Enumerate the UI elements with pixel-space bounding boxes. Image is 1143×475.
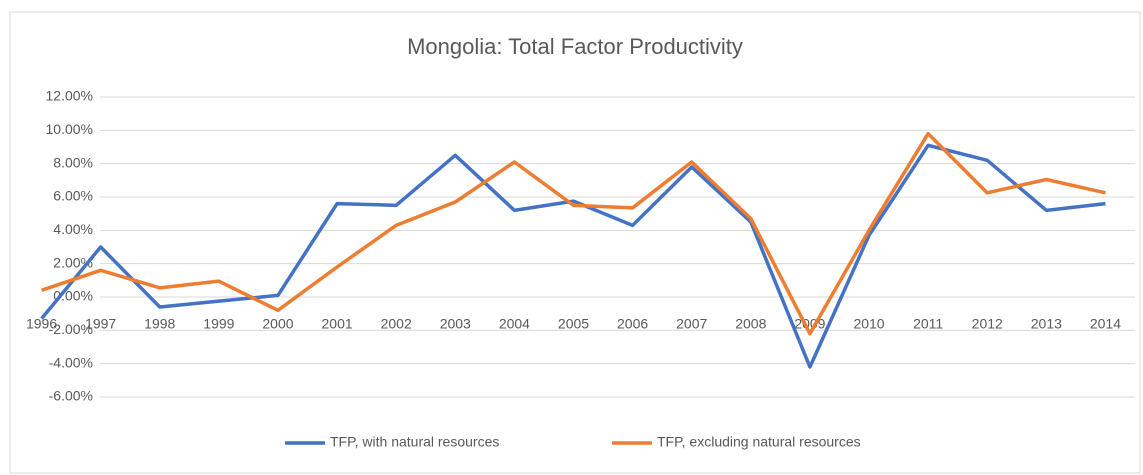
y-tick-label: 4.00%	[53, 221, 93, 237]
x-tick-label: 2002	[381, 316, 412, 332]
y-tick-label: -4.00%	[49, 354, 93, 370]
x-tick-label: 2005	[558, 316, 589, 332]
x-tick-label: 2001	[322, 316, 353, 332]
x-tick-label: 2013	[1031, 316, 1062, 332]
series-line	[40, 131, 1106, 336]
x-tick-label: 2008	[735, 316, 766, 332]
x-tick-label: 2011	[913, 316, 943, 332]
x-tick-label: 1996	[26, 316, 57, 332]
chart-title: Mongolia: Total Factor Productivity	[407, 34, 743, 59]
x-tick-label: 2003	[440, 316, 471, 332]
x-tick-label: 2014	[1090, 316, 1121, 332]
y-tick-label: -2.00%	[49, 321, 93, 337]
y-tick-label: 6.00%	[53, 188, 93, 204]
legend-label: TFP, excluding natural resources	[657, 434, 861, 450]
x-tick-label: 2000	[262, 316, 293, 332]
x-tick-label: 2006	[617, 316, 648, 332]
x-tick-label: 2007	[676, 316, 707, 332]
x-tick-label: 1999	[203, 316, 234, 332]
y-tick-label: -6.00%	[49, 388, 93, 404]
x-tick-label: 1997	[85, 316, 116, 332]
x-tick-label: 2010	[853, 316, 884, 332]
x-tick-label: 2004	[499, 316, 530, 332]
y-tick-label: 12.00%	[46, 88, 93, 104]
legend-label: TFP, with natural resources	[330, 434, 499, 450]
y-tick-label: 10.00%	[46, 121, 93, 137]
y-tick-label: 8.00%	[53, 154, 93, 170]
x-tick-label: 1998	[144, 316, 175, 332]
x-tick-label: 2012	[972, 316, 1003, 332]
chart-border	[9, 11, 1141, 474]
x-tick-label: 2009	[794, 316, 825, 332]
series-line	[40, 143, 1106, 369]
